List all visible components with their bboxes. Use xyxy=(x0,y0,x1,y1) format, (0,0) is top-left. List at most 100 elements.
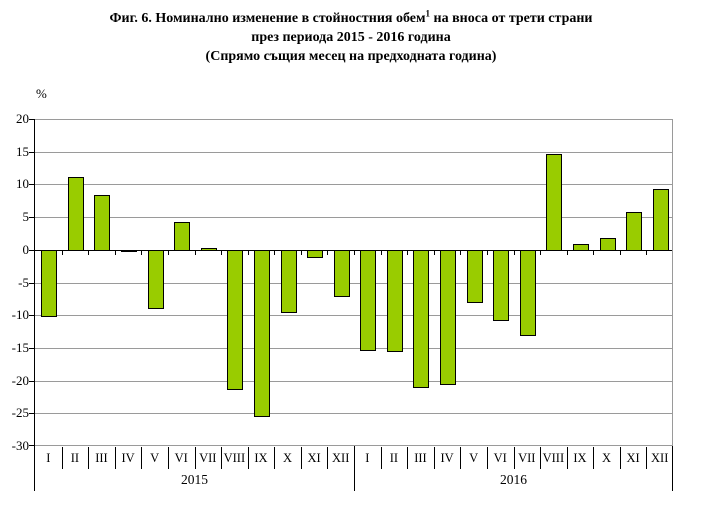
bar-2016-XII xyxy=(652,189,669,251)
bar-2015-VIII xyxy=(227,249,244,391)
category-axis-tick xyxy=(646,250,648,255)
bar-2016-V xyxy=(466,249,483,303)
category-axis-tick xyxy=(194,250,196,255)
category-axis-tick xyxy=(327,250,329,255)
gridline-15 xyxy=(35,151,673,153)
month-separator xyxy=(327,447,329,469)
month-label-2016-XII: XII xyxy=(651,451,669,465)
month-separator xyxy=(407,447,409,469)
y-axis-tick xyxy=(29,315,34,317)
chart-title: Фиг. 6. Номинално изменение в стойностни… xyxy=(0,9,702,66)
month-separator xyxy=(247,447,249,469)
chart-title-line3: (Спрямо същия месец на предходната годин… xyxy=(205,49,497,64)
category-axis-tick xyxy=(167,250,169,255)
y-tick-label: 5 xyxy=(22,209,30,225)
y-tick-label: -25 xyxy=(11,405,29,421)
month-label-2016-XI: XI xyxy=(626,451,640,465)
month-separator xyxy=(566,447,568,469)
y-axis-tick xyxy=(29,249,34,251)
category-axis-tick xyxy=(114,250,116,255)
footnote-superscript: 1 xyxy=(425,8,431,19)
month-separator xyxy=(513,447,515,469)
month-label-2015-XII: XII xyxy=(332,451,350,465)
y-tick-label: 20 xyxy=(16,111,29,126)
month-separator xyxy=(619,447,621,469)
month-label-2016-IV: IV xyxy=(440,451,454,465)
bar-2015-I xyxy=(41,249,58,318)
month-separator xyxy=(167,447,169,469)
bar-2016-IV xyxy=(440,249,457,385)
bar-2015-III xyxy=(94,194,111,251)
month-separator xyxy=(300,447,302,469)
bar-2016-II xyxy=(386,249,403,352)
bar-2015-X xyxy=(280,249,297,314)
gridline-20 xyxy=(35,119,673,120)
month-label-2015-VI: VI xyxy=(174,451,188,465)
month-label-2016-X: X xyxy=(602,451,612,465)
month-separator xyxy=(274,447,276,469)
gridline-5 xyxy=(35,217,673,219)
category-axis-tick xyxy=(61,250,63,255)
y-axis-unit-label: % xyxy=(36,86,47,101)
category-axis-tick xyxy=(300,250,302,255)
plot-right-border xyxy=(672,119,673,446)
chart-title-line1-rest: на вноса от трети страни xyxy=(430,11,593,26)
y-axis-tick xyxy=(29,413,34,415)
y-tick-label: -10 xyxy=(11,307,29,323)
y-axis-tick xyxy=(29,282,34,284)
category-axis-tick xyxy=(460,250,462,255)
month-separator xyxy=(380,447,382,469)
bar-2015-XII xyxy=(333,249,350,297)
group-divider xyxy=(354,446,355,491)
bar-2016-III xyxy=(413,249,430,388)
month-separator xyxy=(593,447,595,469)
category-axis-tick xyxy=(540,250,542,255)
year-label-2015: 2015 xyxy=(181,472,208,487)
month-separator xyxy=(460,447,462,469)
bar-2015-VI xyxy=(174,222,191,251)
gridline--20 xyxy=(35,380,673,382)
month-label-2015-XI: XI xyxy=(307,451,321,465)
y-axis-tick xyxy=(29,119,34,120)
zero-axis-line xyxy=(35,249,673,251)
chart-title-line1-text: Фиг. 6. Номинално изменение в стойностни… xyxy=(109,11,426,26)
month-label-2015-III: III xyxy=(95,451,108,465)
y-axis-tick xyxy=(29,217,34,219)
month-separator xyxy=(114,447,116,469)
month-label-2015-V: V xyxy=(150,451,160,465)
category-axis-tick xyxy=(88,250,90,255)
month-label-2016-VIII: VIII xyxy=(542,451,565,465)
category-axis-tick xyxy=(433,250,435,255)
month-label-2016-VI: VI xyxy=(493,451,507,465)
y-tick-label: -15 xyxy=(11,339,29,355)
month-label-2016-II: II xyxy=(389,451,399,465)
month-separator xyxy=(221,447,223,469)
gridline--25 xyxy=(35,413,673,415)
bar-2016-I xyxy=(360,249,377,351)
category-axis-tick xyxy=(513,250,515,255)
y-tick-label: -5 xyxy=(18,274,29,290)
bar-2015-IX xyxy=(253,249,270,417)
month-label-2016-IX: IX xyxy=(573,451,587,465)
month-label-2015-IV: IV xyxy=(121,451,135,465)
group-divider xyxy=(34,446,35,491)
y-axis-tick xyxy=(29,347,34,349)
category-axis-tick xyxy=(380,250,382,255)
bar-2015-V xyxy=(147,249,164,309)
month-label-2016-VII: VII xyxy=(518,451,536,465)
category-axis-tick xyxy=(221,250,223,255)
bar-2016-VI xyxy=(493,249,510,322)
category-axis-tick xyxy=(486,250,488,255)
bar-2016-XI xyxy=(626,212,643,251)
category-axis-tick xyxy=(619,250,621,255)
month-separator xyxy=(194,447,196,469)
bar-2015-VII xyxy=(200,248,217,251)
gridline--5 xyxy=(35,282,673,284)
bar-2015-IV xyxy=(121,249,138,253)
bar-2015-II xyxy=(67,176,84,251)
month-label-2015-VIII: VIII xyxy=(223,451,246,465)
y-axis-tick xyxy=(29,445,34,446)
month-separator xyxy=(433,447,435,469)
gridline-10 xyxy=(35,184,673,186)
